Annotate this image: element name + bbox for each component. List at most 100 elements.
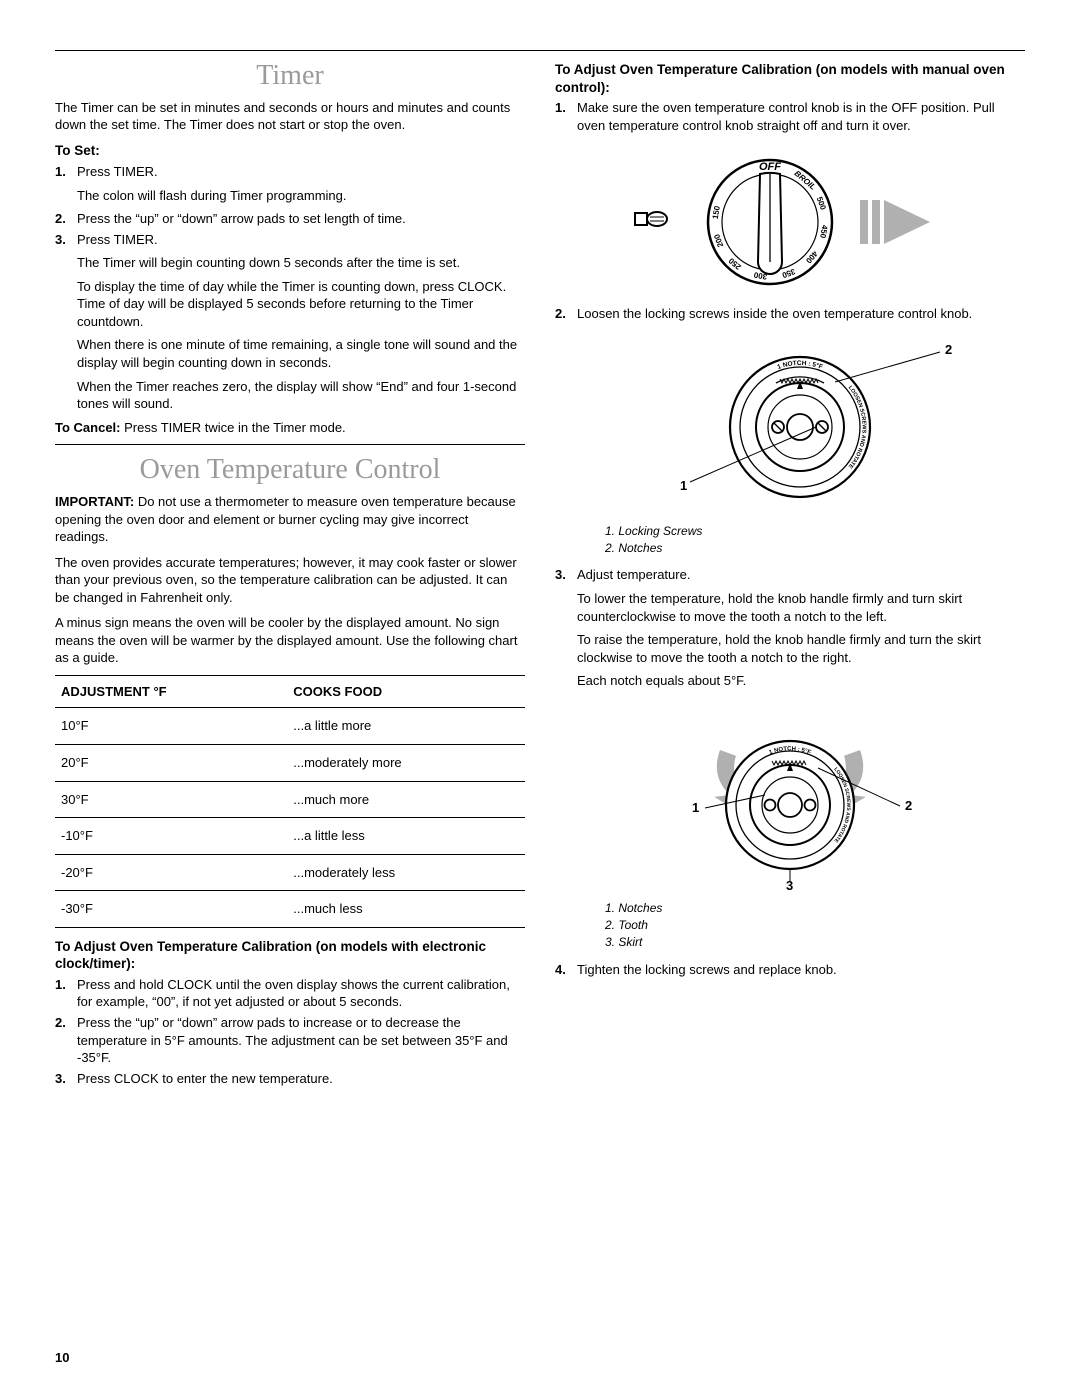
manual-steps-3: 3. Adjust temperature.	[555, 566, 1025, 584]
svg-text:2: 2	[905, 798, 912, 813]
manual-steps-2: 2. Loosen the locking screws inside the …	[555, 305, 1025, 323]
manual-steps-1: 1. Make sure the oven temperature contro…	[555, 99, 1025, 134]
timer-step-3: 3. Press TIMER.	[55, 231, 525, 249]
step-text: Press and hold CLOCK until the oven disp…	[77, 976, 525, 1011]
table-cell: ...moderately less	[287, 854, 525, 891]
step-number: 1.	[55, 976, 77, 1011]
step-text: Press TIMER.	[77, 231, 525, 249]
elec-step-3: 3. Press CLOCK to enter the new temperat…	[55, 1070, 525, 1088]
step-number: 2.	[55, 210, 77, 228]
cancel-text: Press TIMER twice in the Timer mode.	[121, 420, 346, 435]
timer-step-2: 2. Press the “up” or “down” arrow pads t…	[55, 210, 525, 228]
left-column: Timer The Timer can be set in minutes an…	[55, 51, 525, 1093]
table-cell: ...much less	[287, 891, 525, 928]
timer-step-3-after-2: To display the time of day while the Tim…	[77, 278, 525, 331]
svg-text:2: 2	[945, 342, 952, 357]
table-cell: 10°F	[55, 708, 287, 745]
table-cell: -30°F	[55, 891, 287, 928]
table-row: -10°F...a little less	[55, 818, 525, 855]
table-cell: -10°F	[55, 818, 287, 855]
manual-step-2: 2. Loosen the locking screws inside the …	[555, 305, 1025, 323]
legend3-3: 3. Skirt	[605, 934, 1025, 951]
step-number: 1.	[555, 99, 577, 134]
cancel-bold: To Cancel:	[55, 420, 121, 435]
elec-step-2: 2. Press the “up” or “down” arrow pads t…	[55, 1014, 525, 1067]
step-text: Tighten the locking screws and replace k…	[577, 961, 1025, 979]
manual-step-4: 4. Tighten the locking screws and replac…	[555, 961, 1025, 979]
manual-step-3: 3. Adjust temperature.	[555, 566, 1025, 584]
step-number: 2.	[55, 1014, 77, 1067]
timer-cancel: To Cancel: Press TIMER twice in the Time…	[55, 419, 525, 437]
step-number: 3.	[55, 231, 77, 249]
table-cell: ...a little less	[287, 818, 525, 855]
legend3-1: 1. Notches	[605, 900, 1025, 917]
svg-text:OFF: OFF	[759, 161, 781, 173]
manual-step-1: 1. Make sure the oven temperature contro…	[555, 99, 1025, 134]
manual-head: To Adjust Oven Temperature Calibration (…	[555, 61, 1025, 96]
page-number: 10	[55, 1349, 69, 1367]
table-cell: ...a little more	[287, 708, 525, 745]
important-bold: IMPORTANT:	[55, 494, 134, 509]
table-cell: 20°F	[55, 745, 287, 782]
elec-step-1: 1. Press and hold CLOCK until the oven d…	[55, 976, 525, 1011]
otc-heading: Oven Temperature Control	[55, 451, 525, 489]
knob-back-figure-1: 1 NOTCH : 5°F LOOSEN SCREWS AND ROTATE 1…	[555, 332, 1025, 517]
knob-front-svg: OFF BROIL 500 450 400 350 300 250 200 15…	[610, 144, 970, 294]
legend2-2: 2. Notches	[605, 540, 1025, 557]
th-adjustment: ADJUSTMENT °F	[55, 675, 287, 708]
otc-important: IMPORTANT: Do not use a thermometer to m…	[55, 493, 525, 546]
th-cooks: COOKS FOOD	[287, 675, 525, 708]
timer-steps-cont: 2. Press the “up” or “down” arrow pads t…	[55, 210, 525, 248]
step3-p3: Each notch equals about 5°F.	[577, 672, 1025, 690]
table-row: -20°F...moderately less	[55, 854, 525, 891]
legend-2: 1. Locking Screws 2. Notches	[605, 523, 1025, 557]
table-row: 30°F...much more	[55, 781, 525, 818]
table-row: 20°F...moderately more	[55, 745, 525, 782]
step-text: Press TIMER.	[77, 163, 525, 181]
svg-text:1: 1	[680, 478, 687, 493]
elec-steps: 1. Press and hold CLOCK until the oven d…	[55, 976, 525, 1087]
right-column: To Adjust Oven Temperature Calibration (…	[555, 51, 1025, 1093]
manual-steps-4: 4. Tighten the locking screws and replac…	[555, 961, 1025, 979]
timer-step-3-after-1: The Timer will begin counting down 5 sec…	[77, 254, 525, 272]
legend3-2: 2. Tooth	[605, 917, 1025, 934]
timer-heading: Timer	[55, 57, 525, 95]
otc-p3: A minus sign means the oven will be cool…	[55, 614, 525, 667]
table-cell: 30°F	[55, 781, 287, 818]
table-cell: -20°F	[55, 854, 287, 891]
timer-step-1-after: The colon will flash during Timer progra…	[77, 187, 525, 205]
svg-text:3: 3	[786, 878, 793, 890]
timer-step-1: 1. Press TIMER.	[55, 163, 525, 181]
step-text: Loosen the locking screws inside the ove…	[577, 305, 1025, 323]
step-text: Press CLOCK to enter the new temperature…	[77, 1070, 525, 1088]
knob-front-figure: OFF BROIL 500 450 400 350 300 250 200 15…	[555, 144, 1025, 299]
timer-steps: 1. Press TIMER.	[55, 163, 525, 181]
table-cell: ...moderately more	[287, 745, 525, 782]
svg-text:1: 1	[692, 800, 699, 815]
step-number: 4.	[555, 961, 577, 979]
table-row: -30°F...much less	[55, 891, 525, 928]
step-number: 2.	[555, 305, 577, 323]
mid-rule	[55, 444, 525, 445]
to-set-label: To Set:	[55, 142, 525, 160]
legend2-1: 1. Locking Screws	[605, 523, 1025, 540]
elec-head: To Adjust Oven Temperature Calibration (…	[55, 938, 525, 973]
step-number: 3.	[55, 1070, 77, 1088]
table-row: 10°F...a little more	[55, 708, 525, 745]
adjustment-table: ADJUSTMENT °F COOKS FOOD 10°F...a little…	[55, 675, 525, 928]
step-text: Adjust temperature.	[577, 566, 1025, 584]
step3-p1: To lower the temperature, hold the knob …	[577, 590, 1025, 625]
timer-intro: The Timer can be set in minutes and seco…	[55, 99, 525, 134]
step-number: 1.	[55, 163, 77, 181]
knob-back-svg-2: 1 NOTCH : 5°F LOOSEN SCREWS AND ROTATE 1…	[600, 700, 980, 890]
legend-3: 1. Notches 2. Tooth 3. Skirt	[605, 900, 1025, 950]
step-text: Press the “up” or “down” arrow pads to i…	[77, 1014, 525, 1067]
step-text: Make sure the oven temperature control k…	[577, 99, 1025, 134]
step-text: Press the “up” or “down” arrow pads to s…	[77, 210, 525, 228]
knob-back-figure-2: 1 NOTCH : 5°F LOOSEN SCREWS AND ROTATE 1…	[555, 700, 1025, 895]
table-cell: ...much more	[287, 781, 525, 818]
otc-p2: The oven provides accurate temperatures;…	[55, 554, 525, 607]
step3-p2: To raise the temperature, hold the knob …	[577, 631, 1025, 666]
knob-back-svg-1: 1 NOTCH : 5°F LOOSEN SCREWS AND ROTATE 1…	[600, 332, 980, 512]
timer-step-3-after-3: When there is one minute of time remaini…	[77, 336, 525, 371]
